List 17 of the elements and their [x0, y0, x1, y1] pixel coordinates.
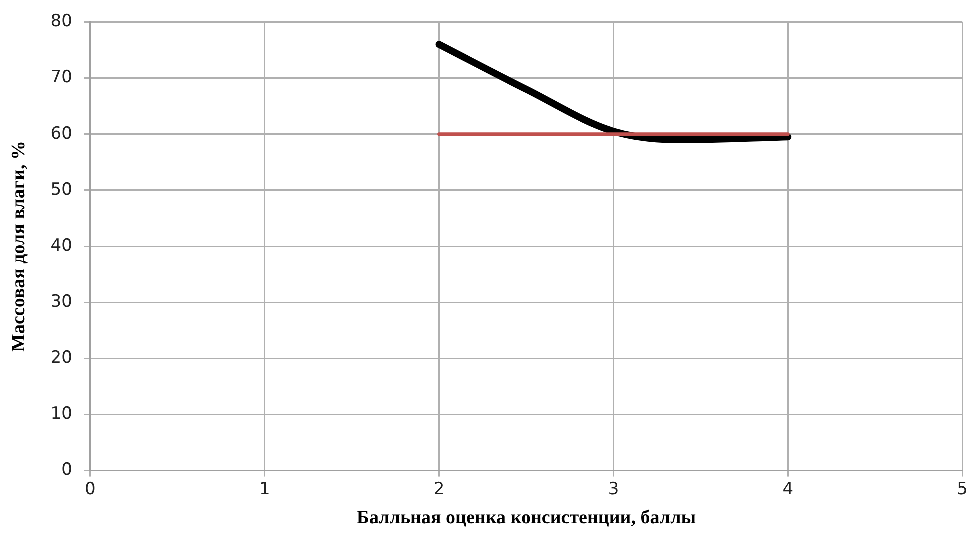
x-tick-label: 1	[259, 479, 270, 500]
x-tick-label: 5	[957, 479, 968, 500]
y-tick-label: 50	[50, 180, 72, 200]
y-tick-label: 30	[50, 292, 72, 312]
y-tick-label: 20	[50, 348, 72, 368]
y-tick-label: 40	[50, 236, 72, 256]
y-tick-label: 0	[62, 460, 72, 480]
x-tick-label: 0	[85, 479, 96, 500]
y-tick-label: 60	[50, 124, 72, 144]
y-tick-label: 70	[50, 68, 72, 88]
x-tick-label: 4	[782, 479, 794, 500]
y-tick-label: 10	[50, 404, 72, 424]
x-tick-label: 2	[434, 479, 445, 500]
y-tick-label: 80	[50, 12, 72, 32]
y-axis-title: Массовая доля влаги, %	[8, 141, 30, 352]
x-tick-label: 3	[608, 479, 620, 500]
x-axis-title: Балльная оценка консистенции, баллы	[356, 508, 696, 529]
